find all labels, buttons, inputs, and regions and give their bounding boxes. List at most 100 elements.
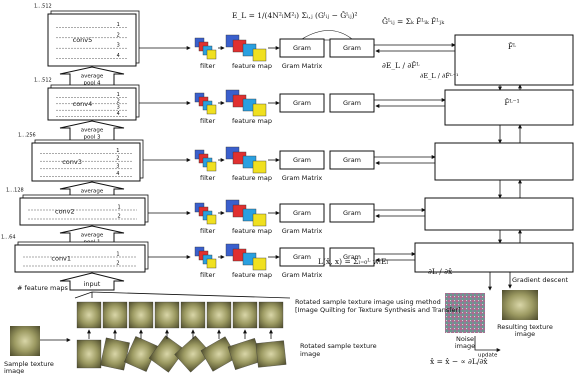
filter-label: filter bbox=[200, 117, 215, 125]
conv-index: 1 bbox=[116, 148, 119, 154]
channel-range: 1…128 bbox=[6, 188, 24, 194]
feature-map-label: feature map bbox=[232, 271, 272, 279]
gram-target-label: Gram bbox=[343, 156, 361, 164]
conv-index: 3 bbox=[117, 105, 120, 111]
filter-cube bbox=[207, 259, 216, 268]
conv-index: 4 bbox=[117, 111, 120, 117]
equation: ∂L / ∂x̂ bbox=[428, 267, 453, 276]
pool-label: average bbox=[81, 189, 104, 195]
pool-label: average bbox=[81, 74, 104, 80]
channel-range: 1…64 bbox=[1, 235, 16, 241]
texture-tile bbox=[103, 302, 127, 328]
feature-cube bbox=[253, 161, 266, 173]
conv-index: 1 bbox=[117, 92, 120, 98]
texture-tile bbox=[207, 302, 231, 328]
feature-cube bbox=[253, 258, 266, 270]
update-arrow bbox=[475, 336, 500, 350]
equation: E_L = 1/(4N²ₗM²ₗ) Σᵢ,ⱼ (Gˡᵢⱼ − Ĝˡᵢⱼ)² bbox=[232, 11, 358, 20]
texture-tile bbox=[129, 302, 153, 328]
update-label: update bbox=[478, 353, 498, 359]
filter-cube bbox=[207, 105, 216, 114]
conv-index: 1 bbox=[118, 205, 121, 211]
equation: Ĝᴸᵢⱼ = Σₖ F̂ᴸᵢₖ F̂ᴸⱼₖ bbox=[382, 17, 444, 26]
conv-index: 4 bbox=[117, 53, 120, 59]
conv-box bbox=[32, 143, 140, 181]
conv-label: conv3 bbox=[62, 158, 82, 166]
equation: ∂E_L / ∂F̂ᴸ bbox=[382, 61, 420, 70]
gram-matrix-label: Gram Matrix bbox=[282, 271, 323, 279]
filter-label: filter bbox=[200, 271, 215, 279]
loss-arc bbox=[302, 31, 352, 40]
gram-matrix-label: Gram Matrix bbox=[282, 227, 323, 235]
feature-maps-note: # feature maps bbox=[17, 284, 68, 292]
method-caption: Rotated sample texture image using metho… bbox=[295, 298, 441, 306]
rotated-caption: image bbox=[300, 350, 320, 358]
gram-target-label: Gram bbox=[343, 209, 361, 217]
texture-tile bbox=[181, 302, 205, 328]
result-label: image bbox=[515, 330, 535, 338]
gradient-descent-label: Gradient descent bbox=[512, 276, 569, 284]
gram-label: Gram bbox=[293, 99, 311, 107]
conv-index: 2 bbox=[117, 32, 120, 38]
feature-map-label: feature map bbox=[232, 227, 272, 235]
filter-label: filter bbox=[200, 174, 215, 182]
rotated-tile bbox=[77, 340, 101, 368]
pool-label: average bbox=[81, 128, 104, 134]
gram-target-label: Gram bbox=[343, 99, 361, 107]
feature-cube bbox=[253, 214, 266, 226]
feature-map-label: feature map bbox=[232, 117, 272, 125]
filter-label: filter bbox=[200, 227, 215, 235]
feature-cube bbox=[253, 49, 266, 61]
rotated-tile bbox=[100, 338, 129, 370]
gram-matrix-label: Gram Matrix bbox=[282, 62, 323, 70]
fan bbox=[75, 292, 290, 298]
conv-index: 1 bbox=[116, 252, 119, 258]
feature-box bbox=[425, 198, 573, 230]
conv-label: conv2 bbox=[55, 208, 75, 216]
conv-index: 1 bbox=[117, 22, 120, 28]
texture-tile bbox=[233, 302, 257, 328]
feature-box bbox=[435, 143, 573, 180]
equation: ∂E_L / ∂F̂ᴸ⁻¹ bbox=[420, 72, 459, 80]
texture-tile bbox=[259, 302, 283, 328]
method-caption: [Image Quilting for Texture Synthesis an… bbox=[295, 306, 461, 314]
conv-box bbox=[20, 198, 145, 225]
equation: F̂ᴸ⁻¹ bbox=[504, 98, 519, 107]
noise-label: image bbox=[455, 342, 475, 350]
gram-label: Gram bbox=[293, 253, 311, 261]
rotated-caption: Rotated sample texture bbox=[300, 342, 377, 350]
gram-target-label: Gram bbox=[343, 44, 361, 52]
conv-label: conv1 bbox=[51, 255, 71, 263]
conv-index: 3 bbox=[116, 163, 119, 169]
conv-label: conv5 bbox=[73, 36, 93, 44]
input-label: input bbox=[84, 280, 101, 288]
sample-image bbox=[10, 326, 40, 356]
gram-label: Gram bbox=[293, 156, 311, 164]
result-image bbox=[502, 290, 538, 320]
conv-index: 2 bbox=[116, 156, 119, 162]
texture-tile bbox=[155, 302, 179, 328]
filter-cube bbox=[207, 50, 216, 59]
feature-box bbox=[445, 90, 573, 125]
conv-index: 2 bbox=[116, 261, 119, 267]
conv-index: 2 bbox=[117, 98, 120, 104]
conv-index: 3 bbox=[117, 43, 120, 49]
channel-range: 1…512 bbox=[34, 4, 52, 10]
conv-box bbox=[15, 245, 145, 272]
feature-cube bbox=[253, 104, 266, 116]
channel-range: 1…512 bbox=[34, 78, 52, 84]
sample-caption: image bbox=[4, 367, 24, 374]
filter-cube bbox=[207, 215, 216, 224]
diagram: averagepool 4averagepool 3averagepool 2a… bbox=[0, 0, 578, 374]
texture-tile bbox=[77, 302, 101, 328]
gram-label: Gram bbox=[293, 44, 311, 52]
conv-index: 2 bbox=[118, 214, 121, 220]
conv-index: 4 bbox=[116, 171, 119, 177]
equation: F̂ᴸ bbox=[508, 42, 517, 51]
pool-label: average bbox=[81, 233, 104, 239]
filter-cube bbox=[207, 162, 216, 171]
feature-map-label: feature map bbox=[232, 174, 272, 182]
equation: L(x̂, x) = Σₗ₌₀ᴸ wₗEₗ bbox=[318, 257, 388, 266]
feature-map-label: feature map bbox=[232, 62, 272, 70]
channel-range: 1…256 bbox=[18, 133, 36, 139]
